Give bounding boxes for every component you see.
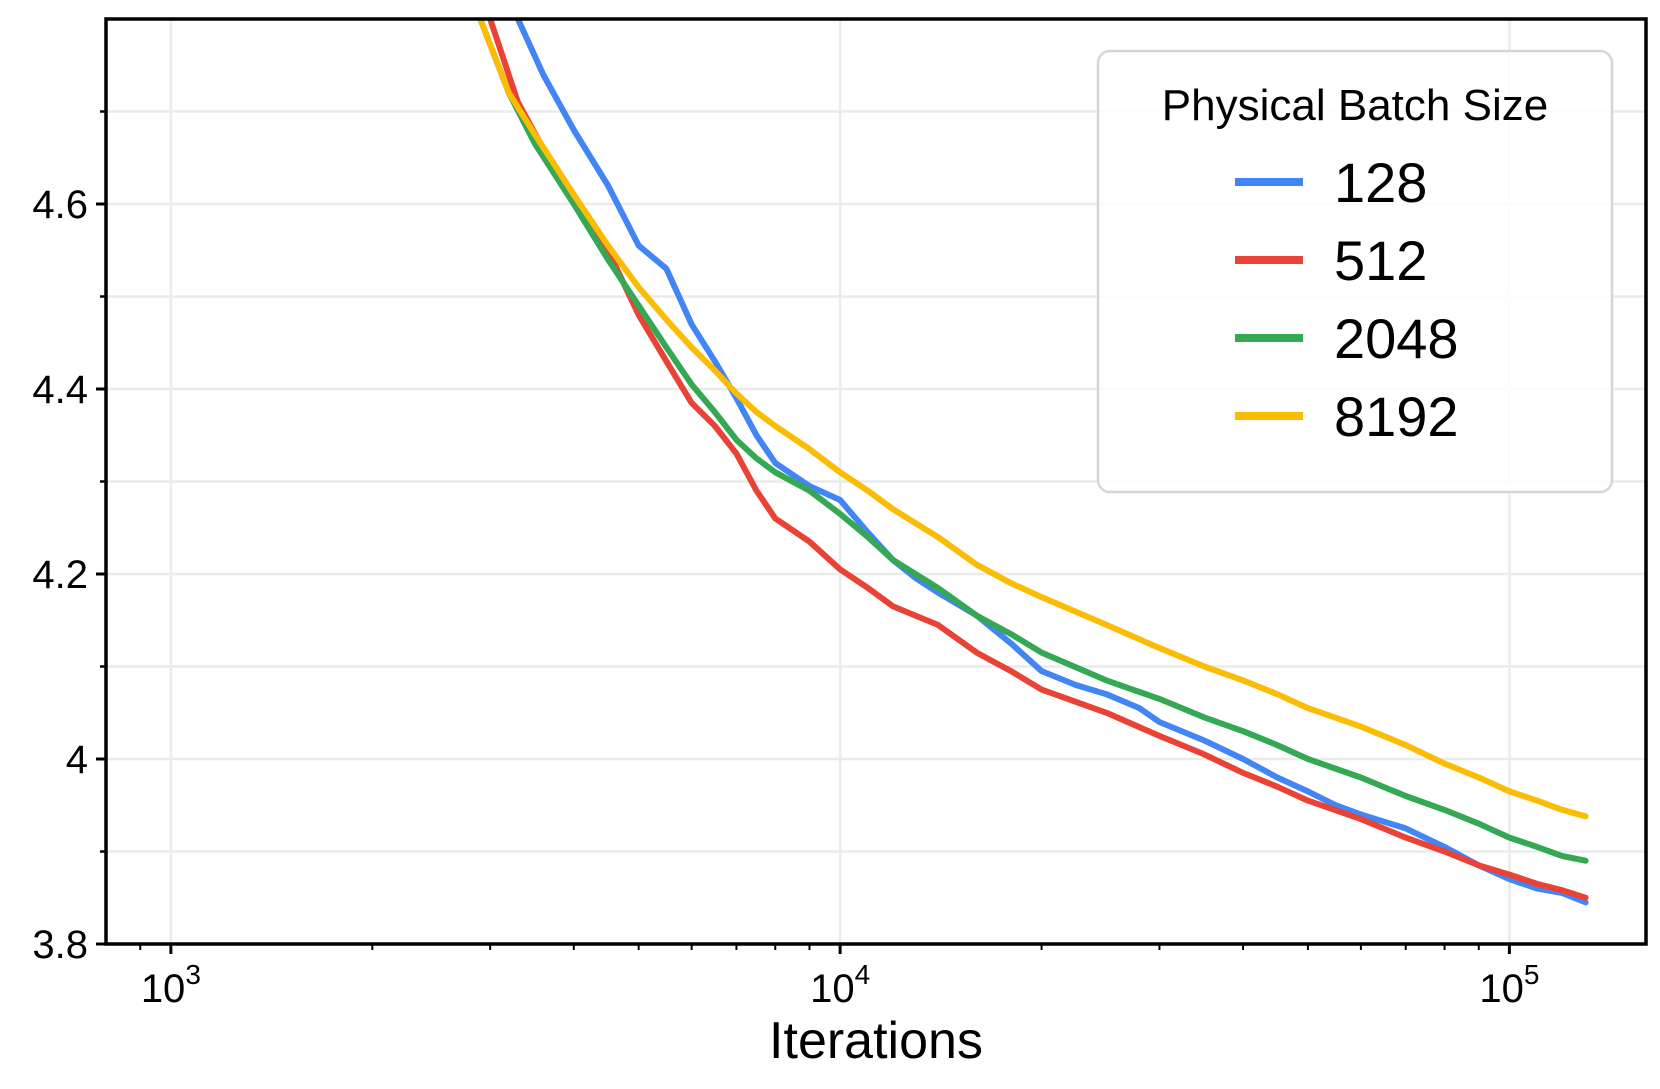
- y-tick-label: 3.8: [32, 923, 88, 967]
- series-line-2048: [477, 19, 1589, 864]
- x-tick-label: 104: [810, 959, 870, 1011]
- legend-frame: [1096, 49, 1614, 494]
- y-tick-label: 4: [66, 738, 88, 782]
- x-tick-label: 103: [141, 959, 201, 1011]
- legend-label-128: 128: [1334, 151, 1427, 214]
- legend: Physical Batch Size 128 512 2048 8192: [1096, 49, 1614, 494]
- series-line-512: [487, 19, 1589, 901]
- axis-ticks: 3.8 4 4.2 4.4 4.6 103 104 105: [32, 110, 1539, 1011]
- series-lines: [477, 19, 1589, 906]
- y-tick-label: 4.4: [32, 368, 88, 412]
- y-tick-label: 4.2: [32, 553, 88, 597]
- legend-title: Physical Batch Size: [1162, 81, 1548, 130]
- legend-items: 128 512 2048 8192: [1235, 151, 1459, 448]
- series-line-8192: [477, 19, 1589, 820]
- legend-label-2048: 2048: [1334, 307, 1459, 370]
- x-tick-label: 105: [1479, 959, 1539, 1011]
- y-tick-label: 4.6: [32, 183, 88, 227]
- series-line-128: [514, 19, 1589, 906]
- legend-label-512: 512: [1334, 229, 1427, 292]
- legend-label-8192: 8192: [1334, 385, 1459, 448]
- x-axis-title: Iterations: [769, 1012, 983, 1070]
